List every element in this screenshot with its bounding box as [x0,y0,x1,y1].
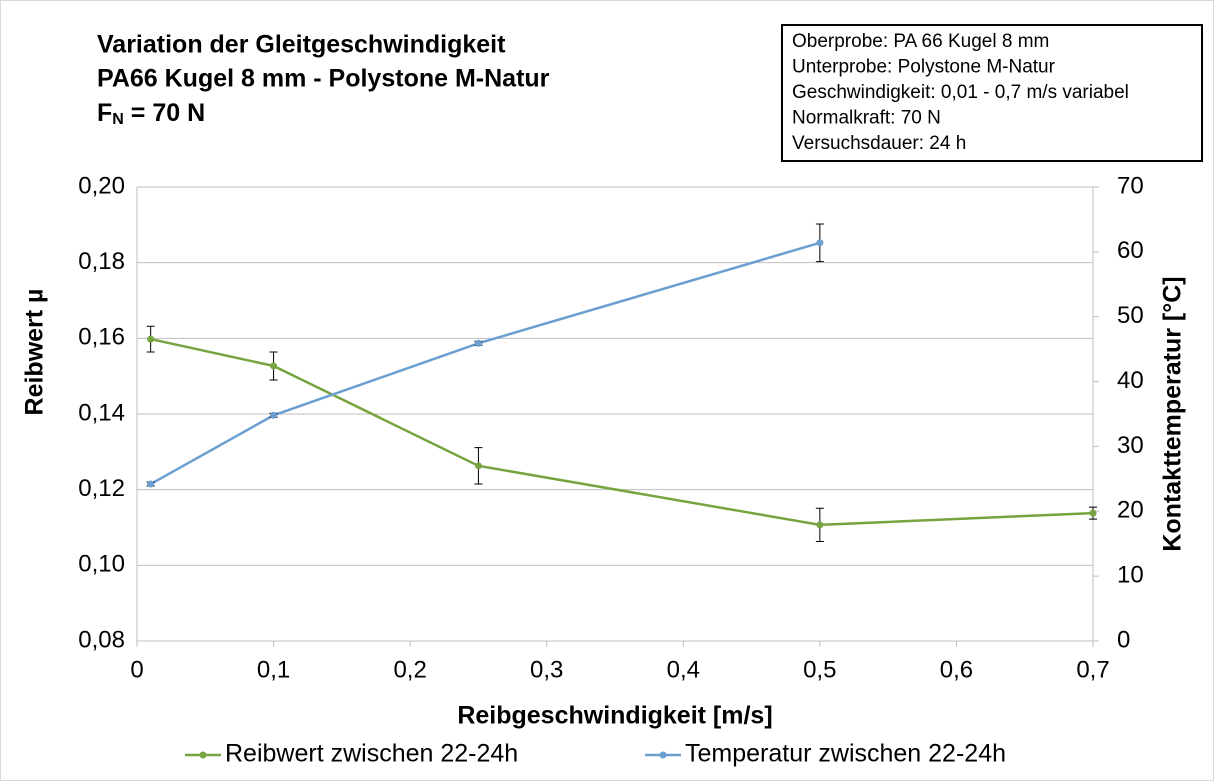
data-point [816,521,824,529]
chart-title: Variation der Gleitgeschwindigkeit [97,31,506,59]
force-symbol: F [97,99,112,127]
x-tick-label: 0,6 [940,656,973,683]
y2-tick-label: 0 [1117,626,1130,653]
data-point [147,480,155,488]
x-tick-label: 0,3 [530,656,563,683]
legend-marker [659,751,667,759]
legend-marker [199,751,207,759]
force-subscript: N [112,111,124,128]
x-tick-label: 0,5 [803,656,836,683]
y-tick-label: 0,14 [78,399,125,426]
data-point [474,462,482,470]
data-point [270,411,278,419]
data-point [270,362,278,370]
series-line [150,241,821,486]
y2-tick-label: 10 [1117,561,1144,588]
data-point [816,239,824,247]
y2-axis-label: Kontakttemperatur [°C] [1159,276,1187,551]
x-tick-label: 0 [130,656,143,683]
y2-tick-label: 20 [1117,497,1144,524]
y-tick-label: 0,10 [78,551,125,578]
data-point [1089,509,1097,517]
y-tick-label: 0,20 [78,172,125,199]
annotation-line: Oberprobe: PA 66 Kugel 8 mm [792,31,1049,52]
x-tick-label: 0,2 [393,656,426,683]
x-axis-label: Reibgeschwindigkeit [m/s] [457,702,772,730]
annotation-line: Geschwindigkeit: 0,01 - 0,7 m/s variabel [792,82,1129,103]
x-tick-label: 0,7 [1076,656,1109,683]
y-tick-label: 0,12 [78,475,125,502]
data-point [147,335,155,343]
title-block: Variation der Gleitgeschwindigkeit PA66 … [97,31,550,129]
data-point [474,339,482,347]
legend-label: Reibwert zwischen 22-24h [225,740,518,768]
annotation-line: Versuchsdauer: 24 h [792,133,966,154]
y-tick-label: 0,18 [78,248,125,275]
chart-title: PA66 Kugel 8 mm - Polystone M-Natur [97,65,550,93]
y2-tick-label: 50 [1117,302,1144,329]
y2-tick-label: 40 [1117,367,1144,394]
y2-tick-label: 30 [1117,432,1144,459]
x-tick-label: 0,1 [257,656,290,683]
y-tick-label: 0,16 [78,324,125,351]
y2-tick-label: 60 [1117,237,1144,264]
y-tick-label: 0,08 [78,626,125,653]
annotation-line: Unterprobe: Polystone M-Natur [792,57,1056,78]
force-label: FN = 70 N [97,99,205,129]
annotation-box [781,24,1203,162]
y2-tick-label: 70 [1117,172,1144,199]
y-axis-label: Reibwert µ [21,289,49,416]
force-text: = 70 N [124,99,205,127]
annotation-line: Normalkraft: 70 N [792,108,941,129]
x-tick-label: 0,4 [667,656,700,683]
legend-label: Temperatur zwischen 22-24h [685,740,1006,768]
